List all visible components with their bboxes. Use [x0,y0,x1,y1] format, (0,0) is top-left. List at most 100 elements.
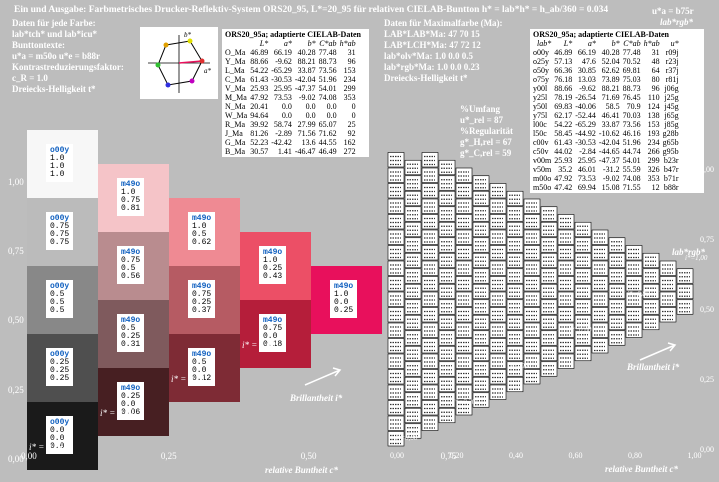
swatch-label-line: 1.0 [121,188,136,197]
swatch-label-line: o00y [50,146,70,155]
i-label-right: i*=0,40 [511,362,534,370]
table-cell: 81.26 [250,129,269,138]
mid-info-line: lab*olv*Ma: 1.0 0.0 0.5 [384,51,473,61]
table-cell: -10.62 [598,129,620,138]
swatch-label-line: 0.56 [121,272,141,281]
table-cell: 66.19 [273,48,292,57]
table-cell: 61.43 [250,75,269,84]
table-cell: -52.44 [575,111,596,120]
swatch-label: o00y 0.25 0.25 0.25 [46,348,74,386]
table-cell: 153 [343,66,356,75]
table-cell: 25.93 [250,84,269,93]
table-cell: o00y [533,48,549,57]
table-cell: 77.48 [622,48,641,57]
table-cell: 138 [647,111,660,120]
table-cell: 46.16 [622,129,641,138]
left-info-line: u*a = m50o u*e = b88r [12,51,101,61]
swatch-label-line: 0.25 [263,264,283,273]
table-cell: 64 [651,66,660,75]
table-row: B_Ma 30.57 1.41 -46.47 46.49 272 [225,147,359,156]
i-label-right: i*=0,00 [395,434,418,442]
x-tick-left: 0,75 [440,451,457,461]
table-cell: j85g [664,120,679,129]
cielab-table-left-title: ORS20_95a; adaptierte CIELAB-Daten [225,30,361,39]
table-row: c50v 44.02 -2.84 -44.65 44.74 266 g95b [533,147,682,156]
left-info-line: Kontrastreduzierungsfaktor: [12,62,124,72]
swatch-label-line: o00y [50,282,70,291]
table-cell: 66.19 [577,48,596,57]
swatch-label-line: 0.5 [121,324,136,333]
table-row: L_Ma 54.22 -65.29 33.87 73.56 153 [225,66,359,75]
table-cell: 76.45 [622,93,641,102]
table-cell: 272 [343,147,356,156]
table-cell: -42.04 [598,138,620,147]
table-cell: G_Ma [225,138,246,147]
i-label-left: i* = 0,25 [29,442,63,452]
swatch-label-line: m49o [192,282,212,291]
table-row: C_Ma 61.43 -30.53 -42.04 51.96 234 [225,75,359,84]
x-tick-right: 1,00 [688,451,702,460]
table-row: y00l 88.66 -9.62 88.21 88.73 96 j06g [533,84,682,93]
table-header-cell: C*ab [623,39,641,48]
swatch-label-line: 0.43 [263,272,283,281]
table-row: W_Ma 94.64 0.0 0.0 0.0 0 [225,111,359,120]
table-header-cell: a* [587,39,596,48]
table-cell: -40.06 [575,102,596,111]
table-cell: 20.41 [250,102,269,111]
table-cell: g95b [662,147,679,156]
swatch-label: o00y 1.0 1.0 1.0 [46,144,74,182]
x-axis-label-right: relative Buntheit c* [605,464,678,474]
lab-rgb-label-right: lab*rgb* [672,247,706,257]
swatch-label-line: 0.5 [121,264,136,273]
table-header-cell: b* [611,39,620,48]
swatch-label-line: 0.0 [334,298,349,307]
stats-line: %Regularität [460,126,513,136]
table-cell: o25y [533,57,549,66]
table-cell: 15.08 [601,183,620,192]
table-cell: 0.0 [281,111,292,120]
table-cell: 58.74 [273,120,292,129]
left-info: Daten für jede Farbe: lab*tch* und lab*ic… [12,18,142,95]
table-cell: 110 [647,93,660,102]
table-cell: 71.56 [297,129,316,138]
table-cell: -42.04 [294,75,316,84]
y-tick-left: 0,75 [8,245,24,256]
table-cell: 54.01 [622,156,641,165]
table-cell: 299 [343,84,356,93]
table-cell: 69.94 [577,183,596,192]
i-label-right: i*=0,80 [627,290,650,298]
table-cell: 31 [347,48,356,57]
table-cell: 70.9 [626,102,641,111]
table-cell: o75y [533,75,549,84]
table-row: l00c 54.22 -65.29 33.87 73.56 153 j85g [533,120,682,129]
table-header-cell: h*ab [339,39,356,48]
table-cell: v50m [533,165,552,174]
left-info-line: Bunttontexte: [12,40,65,50]
table-cell: 76.18 [554,75,573,84]
table-cell: 66.36 [554,66,573,75]
table-cell: 62.62 [601,66,620,75]
x-tick-right: 0,00 [390,451,404,460]
swatch-label-line: 0.81 [121,204,141,213]
table-cell: -30.53 [271,75,292,84]
table-row: y75l 62.17 -52.44 46.41 70.03 138 j65g [533,111,682,120]
swatch-label: m49o 1.0 0.0 0.25 [330,280,358,318]
table-cell: 39.92 [250,120,269,129]
swatch-label-line: 0.0 [263,332,278,341]
table-cell: l00c [533,120,547,129]
table-cell: 25.95 [273,84,292,93]
stats-info: %Umfang u*_rel = 87 %Regularität g*_H,rel =… [460,104,530,159]
table-cell: 51.96 [318,75,337,84]
table-cell: r37j [665,66,679,75]
table-cell: 73.89 [601,75,620,84]
table-cell: c00v [533,138,549,147]
table-header-cell: b* [307,39,316,48]
swatch-label-line: m49o [192,350,212,359]
table-cell: -47.37 [598,156,620,165]
y-tick-right: 0,00 [700,445,714,454]
table-cell: -65.29 [575,120,596,129]
table-row: c00v 61.43 -30.53 -42.04 51.96 234 g65b [533,138,682,147]
swatch-label-line: 1.0 [263,256,278,265]
table-cell: 0 [351,102,356,111]
table-row: y25l 78.19 -26.54 71.69 76.45 110 j25g [533,93,682,102]
